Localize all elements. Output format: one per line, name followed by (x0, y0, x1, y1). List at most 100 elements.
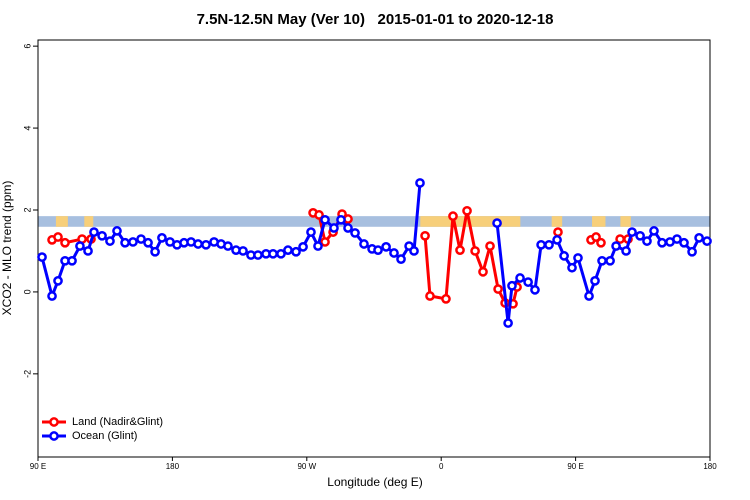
data-point (462, 205, 472, 216)
data-point (597, 255, 607, 266)
legend-label: Land (Nadir&Glint) (72, 416, 163, 428)
data-point (89, 227, 99, 237)
data-point (298, 242, 308, 252)
highlight-region (551, 216, 563, 227)
data-point (530, 285, 540, 295)
data-point (253, 250, 263, 260)
y-tick-label: 4 (22, 126, 32, 131)
legend-label: Ocean (Glint) (72, 430, 137, 442)
data-point (343, 223, 353, 233)
x-axis-label: Longitude (deg E) (327, 475, 422, 489)
highlight-region (84, 216, 94, 227)
data-point (350, 228, 360, 238)
y-axis-label: XCO2 - MLO trend (ppm) (0, 181, 14, 316)
data-point (485, 241, 495, 251)
data-point (420, 230, 430, 241)
data-point (515, 273, 525, 283)
data-point (544, 239, 554, 250)
data-point (455, 245, 465, 255)
data-point (320, 214, 330, 225)
data-point (492, 218, 502, 228)
data-point (47, 291, 57, 301)
x-tick-label: 90 W (297, 462, 316, 471)
data-point (590, 276, 600, 286)
legend-swatch-marker (49, 431, 59, 441)
data-point (276, 248, 286, 259)
x-tick-label: 90 E (567, 462, 583, 471)
data-point (97, 230, 107, 241)
data-point (120, 237, 130, 248)
data-point (493, 284, 503, 294)
x-tick-label: 90 E (30, 462, 46, 471)
data-point (201, 239, 211, 250)
x-tick-label: 180 (703, 462, 717, 471)
data-point (470, 246, 480, 256)
data-point (396, 254, 406, 265)
data-point (559, 251, 569, 261)
data-point (409, 246, 419, 256)
data-point (53, 232, 63, 242)
plot-frame (37, 39, 711, 458)
highlight-region (55, 216, 68, 227)
data-point (359, 239, 369, 249)
data-point (536, 239, 546, 250)
data-point (503, 318, 513, 328)
data-point (283, 245, 293, 255)
data-point (112, 226, 122, 236)
data-point (128, 237, 138, 247)
data-point (679, 237, 689, 248)
data-point (584, 291, 594, 301)
reference-band (38, 216, 710, 227)
chart-title: 7.5N-12.5N May (Ver 10) 2015-01-01 to 20… (197, 11, 554, 28)
data-point (596, 237, 606, 248)
data-point (193, 239, 203, 249)
data-point (441, 294, 451, 304)
data-point (381, 242, 391, 252)
highlight-region (592, 216, 606, 227)
data-point (150, 246, 160, 257)
y-tick-label: 2 (22, 207, 32, 212)
data-point (329, 223, 339, 233)
x-tick-label: 180 (166, 462, 180, 471)
data-point (605, 255, 615, 266)
data-point (649, 226, 659, 236)
data-point (136, 234, 146, 244)
data-point (611, 241, 621, 251)
data-point (621, 246, 631, 256)
data-point (238, 246, 248, 256)
data-point (373, 245, 383, 255)
data-point (672, 234, 682, 244)
data-point (336, 214, 346, 225)
data-point (694, 232, 704, 243)
data-point (320, 237, 330, 247)
highlight-region (620, 216, 631, 227)
data-point (627, 227, 637, 237)
data-point (37, 252, 47, 262)
data-point (291, 246, 301, 257)
data-point (523, 277, 533, 287)
data-point (642, 236, 652, 246)
data-point (635, 230, 645, 241)
data-point (573, 253, 583, 263)
data-point (552, 235, 562, 245)
data-point (143, 237, 153, 248)
data-point (223, 241, 233, 251)
data-point (60, 237, 70, 248)
y-tick-label: -2 (22, 370, 32, 378)
data-point (313, 241, 323, 251)
data-point (157, 232, 167, 243)
data-point (553, 227, 563, 237)
data-point (425, 291, 435, 301)
data-point (448, 211, 458, 221)
y-tick-label: 0 (22, 289, 32, 294)
data-point (567, 262, 577, 273)
data-point (507, 280, 517, 291)
data-point (105, 236, 115, 246)
data-point (268, 248, 278, 259)
data-point (314, 210, 324, 220)
data-point (415, 178, 425, 188)
data-point (83, 246, 93, 256)
data-point (75, 241, 85, 251)
data-point (657, 237, 667, 248)
